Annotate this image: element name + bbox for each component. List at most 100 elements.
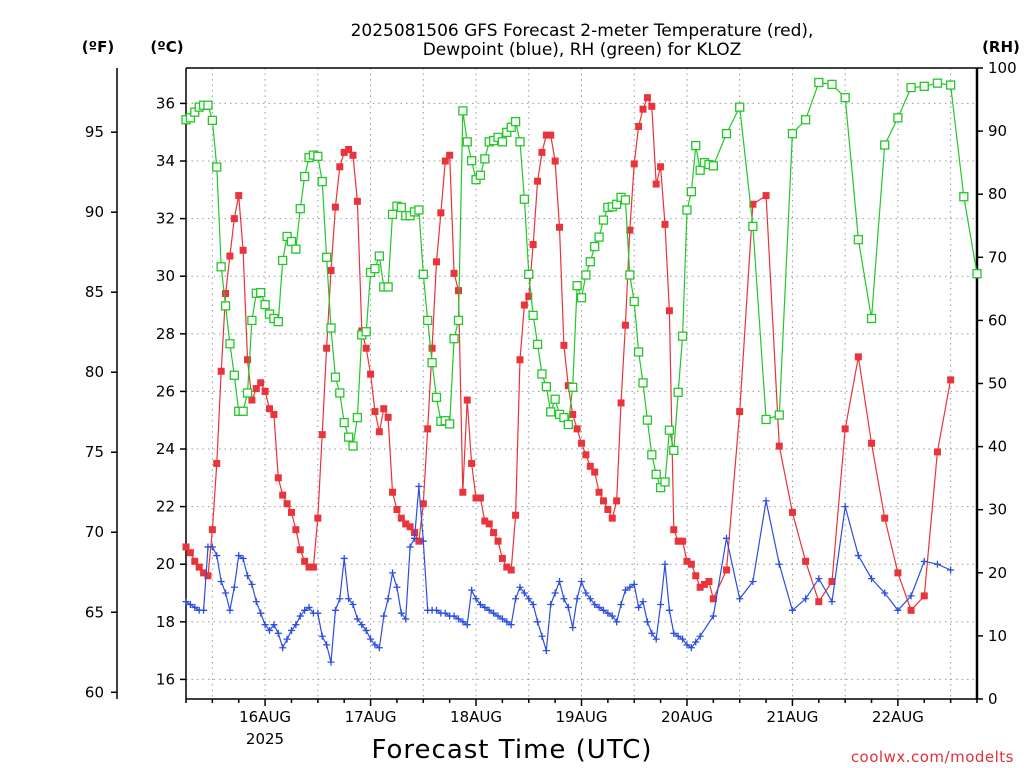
rh-point xyxy=(959,192,969,202)
rh-tick-label: 80 xyxy=(988,185,1007,203)
dewpoint-point xyxy=(692,638,700,646)
temperature-point xyxy=(696,583,704,591)
temperature-point xyxy=(512,511,520,519)
temperature-point xyxy=(648,102,656,110)
rh-point xyxy=(515,137,525,147)
fahrenheit-tick-label: 90 xyxy=(85,203,104,221)
rh-point xyxy=(774,410,784,420)
rh-point xyxy=(423,315,433,326)
dewpoint-point xyxy=(257,609,265,617)
dewpoint-point xyxy=(591,601,599,609)
rh-point xyxy=(396,202,406,213)
temperature-point xyxy=(415,537,423,545)
temperature-point xyxy=(556,223,564,231)
dewpoint-point xyxy=(498,615,506,623)
rh-tick-label: 100 xyxy=(988,59,1017,77)
dewpoint-point xyxy=(749,577,757,585)
rh-point xyxy=(682,205,692,215)
dewpoint-point xyxy=(736,595,744,603)
temperature-point xyxy=(788,508,796,516)
dewpoint-point xyxy=(560,595,568,603)
rh-point xyxy=(660,477,670,487)
rh-point xyxy=(524,269,534,279)
rh-point xyxy=(677,331,688,341)
dewpoint-point xyxy=(626,583,634,591)
dewpoint-point xyxy=(305,603,313,611)
rh-point xyxy=(510,116,521,127)
rh-point xyxy=(708,161,718,171)
dewpoint-point xyxy=(529,601,537,609)
x-tick-label: 20AUG xyxy=(661,708,713,726)
temperature-point xyxy=(463,396,471,404)
fahrenheit-tick-label: 80 xyxy=(85,363,104,381)
rh-point xyxy=(563,419,573,430)
rh-point xyxy=(317,176,327,187)
rh-point xyxy=(541,382,551,392)
x-tick-label: 16AUG xyxy=(239,708,291,726)
temperature-point xyxy=(692,572,700,580)
rh-point xyxy=(691,140,701,151)
dewpoint-line xyxy=(185,486,951,663)
dewpoint-point xyxy=(441,609,449,617)
dewpoint-point xyxy=(292,621,300,629)
temperature-point xyxy=(485,520,493,528)
dewpoint-point xyxy=(723,534,731,542)
rh-point xyxy=(585,257,595,267)
temperature-point xyxy=(468,459,476,467)
temperature-point xyxy=(657,163,665,171)
rh-point xyxy=(932,78,943,88)
rh-point xyxy=(893,113,903,123)
dewpoint-point xyxy=(573,595,581,603)
temperature-point xyxy=(705,577,713,585)
fahrenheit-tick-label: 85 xyxy=(85,283,104,301)
dewpoint-point xyxy=(635,603,643,611)
temperature-point xyxy=(599,497,607,505)
temperature-point xyxy=(749,200,757,208)
temperature-point xyxy=(802,557,810,565)
dewpoint-point xyxy=(323,641,331,649)
temperature-point xyxy=(481,517,489,525)
temperature-point xyxy=(881,514,889,522)
temperature-point xyxy=(547,131,555,139)
rh-point xyxy=(761,414,771,425)
temperature-point xyxy=(367,370,375,378)
temperature-point xyxy=(331,203,339,211)
dewpoint-point xyxy=(472,595,480,603)
dewpoint-point xyxy=(213,552,221,560)
rh-tick-label: 40 xyxy=(988,438,1007,456)
dewpoint-point xyxy=(920,557,928,565)
rh-point xyxy=(212,162,222,172)
dewpoint-point xyxy=(186,601,194,609)
temperature-point xyxy=(305,563,313,571)
dewpoint-point xyxy=(841,503,849,511)
dewpoint-point xyxy=(248,580,256,588)
celsius-tick-label: 16 xyxy=(156,670,175,688)
temperature-point xyxy=(617,399,625,407)
dewpoint-point xyxy=(345,595,353,603)
rh-point xyxy=(519,194,530,204)
rh-point xyxy=(497,137,508,147)
rh-point xyxy=(590,241,600,252)
dewpoint-point xyxy=(520,589,528,597)
dewpoint-point xyxy=(411,534,419,542)
temperature-point xyxy=(340,148,348,156)
rh-point xyxy=(207,115,218,126)
dewpoint-point xyxy=(301,606,309,614)
rh-point xyxy=(352,412,363,423)
rh-point xyxy=(840,93,850,103)
dewpoint-point xyxy=(340,554,348,562)
dewpoint-point xyxy=(261,621,269,629)
dewpoint-point xyxy=(318,632,326,640)
temperature-point xyxy=(244,356,252,364)
rh-point xyxy=(537,369,547,379)
dewpoint-point xyxy=(947,566,955,574)
temperature-point xyxy=(270,410,278,418)
dewpoint-point xyxy=(191,603,199,611)
temperature-point xyxy=(551,157,559,165)
rh-point xyxy=(721,128,732,139)
temperature-point xyxy=(621,321,629,329)
dewpoint-point xyxy=(393,583,401,591)
temperature-point xyxy=(582,451,590,459)
rh-tick-label: 90 xyxy=(988,122,1007,140)
